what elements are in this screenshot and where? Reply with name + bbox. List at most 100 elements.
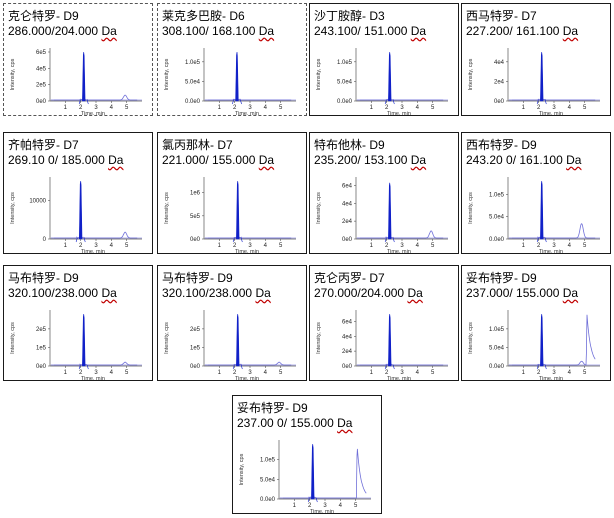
x-tick-label: 4 bbox=[416, 370, 420, 376]
x-tick-label: 1 bbox=[522, 370, 526, 376]
peak-baseline-mark bbox=[233, 238, 234, 242]
peak-baseline-mark bbox=[241, 238, 242, 242]
y-tick-label: 0e0 bbox=[494, 99, 505, 105]
y-tick-label: 0e0 bbox=[342, 237, 353, 243]
peak-baseline-mark bbox=[308, 498, 309, 502]
y-tick-label: 4e4 bbox=[342, 334, 353, 340]
y-tick-label: 1.0e5 bbox=[489, 192, 505, 198]
chromatogram-panel: 妥布特罗- D9 237.000/ 155.000 Da Intensity, cp… bbox=[461, 265, 611, 381]
y-tick-label: 1.0e5 bbox=[260, 458, 276, 464]
y-tick-label: 2e4 bbox=[494, 79, 505, 85]
x-tick-label: 5 bbox=[354, 503, 358, 509]
x-tick-label: 4 bbox=[568, 243, 572, 249]
transition-value: 243.100/ 151.000 bbox=[314, 24, 407, 38]
x-tick-label: 5 bbox=[583, 243, 587, 249]
mrm-transition: 320.100/238.000 Da bbox=[8, 286, 117, 300]
x-tick-label: 5 bbox=[125, 105, 129, 111]
peak-baseline-mark bbox=[537, 365, 538, 369]
y-tick-label: 6e4 bbox=[342, 183, 353, 189]
main-peak bbox=[236, 314, 239, 366]
x-axis-label: Time, min bbox=[235, 249, 259, 253]
mrm-transition: 269.10 0/ 185.000 Da bbox=[8, 153, 123, 167]
y-tick-label: 5e5 bbox=[190, 214, 201, 220]
x-tick-label: 1 bbox=[218, 243, 222, 249]
compound-name: 西马特罗- D7 bbox=[466, 7, 537, 24]
transition-value: 237.00 0/ 155.000 bbox=[237, 416, 334, 430]
chromatogram-panel: 马布特罗- D9 320.100/238.000 Da Intensity, cps… bbox=[3, 265, 153, 381]
chromatogram-panel: 西马特罗- D7 227.200/ 161.100 Da Intensity, cp… bbox=[461, 3, 611, 116]
transition-value: 235.200/ 153.100 bbox=[314, 153, 407, 167]
y-tick-label: 5.0e4 bbox=[489, 345, 505, 351]
compound-name: 西布特罗- D9 bbox=[466, 136, 537, 153]
unit-label: Da bbox=[255, 286, 270, 300]
x-tick-label: 5 bbox=[431, 243, 435, 249]
peak-baseline-mark bbox=[233, 365, 234, 369]
y-axis-label: Intensity, cps bbox=[10, 192, 16, 224]
mrm-transition: 243.100/ 151.000 Da bbox=[314, 24, 426, 38]
transition-value: 243.20 0/ 161.100 bbox=[466, 153, 563, 167]
peak-baseline-mark bbox=[87, 100, 88, 104]
peak-baseline-mark bbox=[545, 238, 546, 242]
y-tick-label: 10000 bbox=[29, 198, 46, 204]
compound-name: 马布特罗- D9 bbox=[162, 269, 233, 286]
chromatogram-plot: Intensity, cps 0.0e0 5.0e4 1.0e5 1 2 3 4 5 Time, … bbox=[310, 42, 458, 115]
transition-value: 269.10 0/ 185.000 bbox=[8, 153, 105, 167]
y-axis-label: Intensity, cps bbox=[164, 192, 170, 224]
peak-baseline-mark bbox=[232, 100, 233, 104]
x-tick-label: 5 bbox=[583, 370, 587, 376]
compound-name: 莱克多巴胺- D6 bbox=[162, 7, 245, 24]
x-tick-label: 1 bbox=[370, 105, 374, 111]
y-tick-label: 0.0e0 bbox=[337, 99, 353, 105]
chromatogram-trace bbox=[357, 364, 443, 365]
peak-baseline-mark bbox=[393, 100, 394, 104]
chromatogram-plot: Intensity, cps 0.0e0 5.0e4 1.0e5 1 2 3 4 5 Time, … bbox=[158, 42, 306, 115]
chromatogram-trace bbox=[280, 449, 366, 498]
main-peak bbox=[82, 314, 85, 366]
chromatogram-panel: 西布特罗- D9 243.20 0/ 161.100 Da Intensity, c… bbox=[461, 132, 611, 254]
x-axis-label: Time, min bbox=[387, 376, 411, 380]
chromatogram-plot: Intensity, cps0e02e44e41 2 3 4 5Time, min bbox=[462, 42, 610, 115]
unit-label: Da bbox=[259, 24, 274, 38]
peak-baseline-mark bbox=[385, 238, 386, 242]
chromatogram-plot: Intensity, cps 0e0 2e4 4e4 6e4 1 2 3 4 5 Time, min bbox=[310, 304, 458, 380]
chromatogram-plot: Intensity, cps0100001 2 3 4 5Time, min bbox=[4, 171, 152, 253]
y-tick-label: 2e5 bbox=[36, 327, 47, 333]
peak-baseline-mark bbox=[87, 365, 88, 369]
chromatogram-trace bbox=[51, 362, 137, 365]
y-tick-label: 0e0 bbox=[36, 364, 47, 370]
y-axis-label: Intensity, cps bbox=[164, 322, 170, 354]
mrm-transition: 235.200/ 153.100 Da bbox=[314, 153, 426, 167]
compound-name: 特布他林- D9 bbox=[314, 136, 385, 153]
x-axis-label: Time, min bbox=[539, 111, 563, 115]
peak-baseline-mark bbox=[241, 365, 242, 369]
y-axis-label: Intensity, cps bbox=[316, 192, 322, 224]
unit-label: Da bbox=[411, 153, 426, 167]
main-peak bbox=[540, 52, 543, 101]
x-tick-label: 4 bbox=[264, 105, 268, 111]
y-tick-label: 1e5 bbox=[190, 345, 201, 351]
y-axis-label: Intensity, cps bbox=[10, 322, 16, 354]
y-axis-label: Intensity, cps bbox=[468, 58, 474, 90]
chromatogram-trace bbox=[205, 237, 291, 238]
y-tick-label: 5.0e4 bbox=[489, 215, 505, 221]
chromatogram-panel: 莱克多巴胺- D6 308.100/ 168.100 Da Intensity, c… bbox=[157, 3, 307, 116]
chromatogram-plot: Intensity, cps 0.0e0 5.0e4 1.0e5 1 2 3 4 5 Time, … bbox=[233, 434, 381, 513]
x-tick-label: 5 bbox=[279, 105, 283, 111]
compound-name: 马布特罗- D9 bbox=[8, 269, 79, 286]
unit-label: Da bbox=[411, 24, 426, 38]
chromatogram-panel: 妥布特罗- D9 237.00 0/ 155.000 Da Intensity, c… bbox=[232, 395, 382, 514]
compound-name: 齐帕特罗- D7 bbox=[8, 136, 79, 153]
x-tick-label: 4 bbox=[264, 370, 268, 376]
x-tick-label: 1 bbox=[64, 243, 68, 249]
x-tick-label: 5 bbox=[125, 370, 129, 376]
transition-value: 221.000/ 155.000 bbox=[162, 153, 255, 167]
unit-label: Da bbox=[259, 153, 274, 167]
chromatogram-trace bbox=[205, 99, 291, 100]
transition-value: 237.000/ 155.000 bbox=[466, 286, 559, 300]
unit-label: Da bbox=[566, 153, 581, 167]
y-tick-label: 1.0e5 bbox=[489, 327, 505, 333]
x-axis-label: Time, min bbox=[81, 376, 105, 380]
x-tick-label: 4 bbox=[264, 243, 268, 249]
unit-label: Da bbox=[407, 286, 422, 300]
y-tick-label: 6e5 bbox=[36, 50, 47, 56]
